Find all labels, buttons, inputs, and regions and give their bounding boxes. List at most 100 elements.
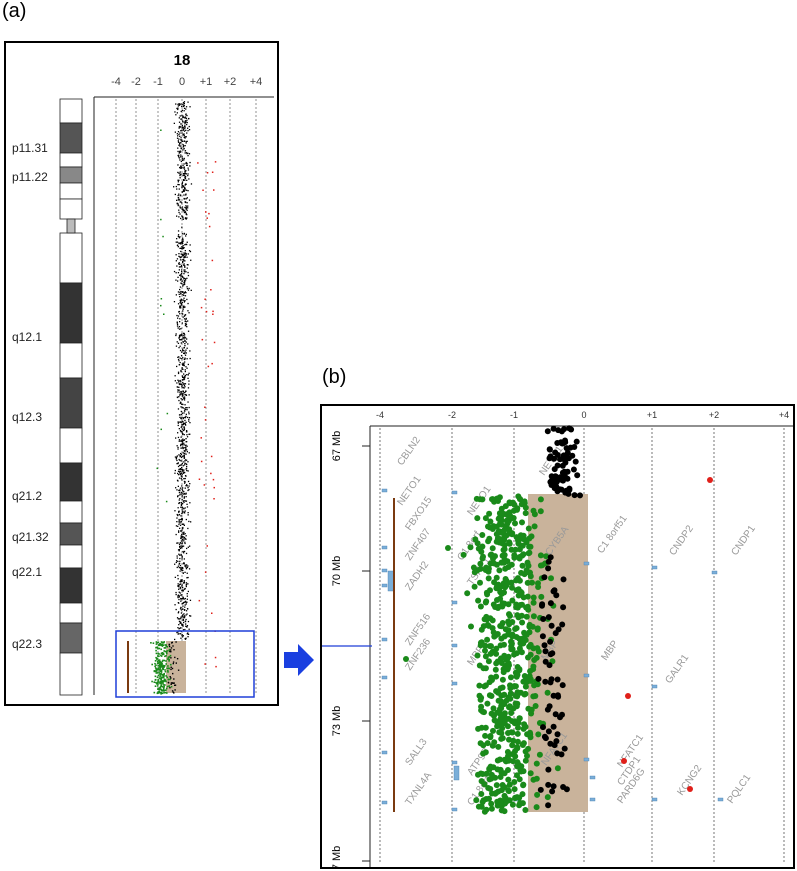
data-point xyxy=(178,293,180,295)
data-point xyxy=(514,763,521,770)
data-point xyxy=(178,211,180,214)
data-point xyxy=(151,663,153,666)
data-point xyxy=(177,495,179,497)
data-point xyxy=(161,692,164,695)
data-point xyxy=(160,677,162,679)
data-point xyxy=(491,712,497,719)
data-point xyxy=(178,510,180,513)
data-point xyxy=(180,103,182,105)
data-point xyxy=(707,477,713,483)
data-point xyxy=(182,363,184,366)
data-point xyxy=(181,538,184,541)
data-point xyxy=(185,518,187,521)
data-point xyxy=(186,451,188,453)
data-point xyxy=(179,305,181,307)
data-point xyxy=(485,658,492,665)
data-point xyxy=(494,658,501,665)
data-point xyxy=(187,343,189,345)
data-point xyxy=(160,691,163,694)
data-point xyxy=(493,561,500,568)
data-point xyxy=(181,503,183,505)
band-label: p11.31 xyxy=(12,141,48,155)
data-point xyxy=(185,637,187,639)
data-point xyxy=(184,174,186,176)
data-point xyxy=(182,364,184,366)
data-point xyxy=(181,269,183,271)
data-point xyxy=(177,140,179,142)
data-point xyxy=(179,177,181,179)
data-point xyxy=(493,782,500,789)
data-point xyxy=(183,429,186,431)
data-point xyxy=(176,215,178,217)
data-point xyxy=(547,679,554,686)
chromosome-band xyxy=(59,232,83,284)
data-point xyxy=(186,547,188,550)
data-point xyxy=(159,662,161,664)
data-point xyxy=(184,343,186,345)
data-point xyxy=(530,776,537,783)
gene-marker xyxy=(651,684,658,689)
data-point xyxy=(185,349,187,351)
data-point xyxy=(165,644,167,646)
data-point xyxy=(187,583,189,585)
data-point xyxy=(178,553,180,555)
data-point xyxy=(181,569,183,571)
data-point xyxy=(160,680,163,682)
data-point xyxy=(176,323,179,326)
data-point xyxy=(177,171,179,174)
data-point xyxy=(514,772,520,779)
data-point xyxy=(183,211,186,214)
x-tick-label: +1 xyxy=(647,410,657,420)
data-point xyxy=(159,660,161,663)
data-point xyxy=(187,608,189,610)
data-point xyxy=(180,339,182,341)
data-point xyxy=(177,472,179,475)
data-point xyxy=(181,367,183,369)
data-point xyxy=(178,396,180,398)
data-point xyxy=(555,427,562,434)
data-point xyxy=(181,598,183,600)
data-point xyxy=(481,616,488,623)
data-point xyxy=(181,466,183,469)
data-point xyxy=(177,465,180,468)
data-point xyxy=(187,620,190,623)
data-point xyxy=(179,345,181,347)
x-tick-label: 0 xyxy=(179,76,185,88)
data-point xyxy=(188,520,190,523)
data-point xyxy=(486,510,493,517)
data-point xyxy=(554,765,561,772)
data-point xyxy=(554,676,561,683)
data-point xyxy=(185,352,187,354)
data-point xyxy=(184,170,186,173)
data-point xyxy=(212,310,214,313)
data-point xyxy=(179,318,181,320)
data-point xyxy=(186,430,188,432)
data-point xyxy=(541,733,548,740)
data-point xyxy=(183,582,186,584)
data-point xyxy=(180,130,182,132)
data-point xyxy=(185,152,188,154)
data-point xyxy=(178,633,180,635)
data-point xyxy=(177,194,179,197)
data-point xyxy=(174,456,177,458)
data-point xyxy=(179,567,181,569)
data-point xyxy=(178,563,180,565)
data-point xyxy=(519,791,526,798)
data-point xyxy=(174,576,176,578)
data-point xyxy=(563,454,570,461)
chromosome-band xyxy=(59,152,83,168)
data-point xyxy=(166,650,168,652)
data-point xyxy=(177,618,179,620)
data-point xyxy=(180,475,182,477)
data-point xyxy=(554,462,561,469)
data-point xyxy=(538,593,545,600)
data-point xyxy=(158,691,161,694)
data-point xyxy=(553,592,560,599)
data-point xyxy=(186,434,188,436)
data-point xyxy=(181,634,183,636)
data-point xyxy=(161,644,163,647)
data-point xyxy=(181,615,183,617)
data-point xyxy=(184,206,186,209)
band-label: q12.3 xyxy=(12,410,42,424)
data-point xyxy=(184,260,186,262)
